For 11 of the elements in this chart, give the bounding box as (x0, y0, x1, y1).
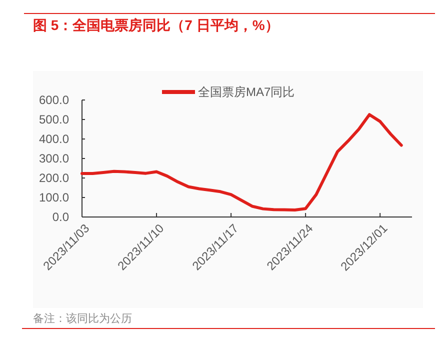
y-tick-label: 400.0 (38, 132, 70, 146)
y-tick-label: 500.0 (38, 112, 70, 127)
y-tick-label: 200.0 (38, 171, 70, 186)
y-tick-label: 0.0 (52, 210, 70, 224)
y-tick-label: 600.0 (38, 93, 70, 108)
y-tick-label: 100.0 (38, 190, 70, 205)
line-series (80, 113, 403, 212)
y-tick-label: 300.0 (38, 152, 70, 166)
legend-label: 全国票房MA7同比 (198, 85, 295, 100)
text: 备注：该同比为公历 (33, 312, 132, 325)
chart-title: 图 5：全国电票房同比（7 日平均，%） (33, 17, 279, 33)
